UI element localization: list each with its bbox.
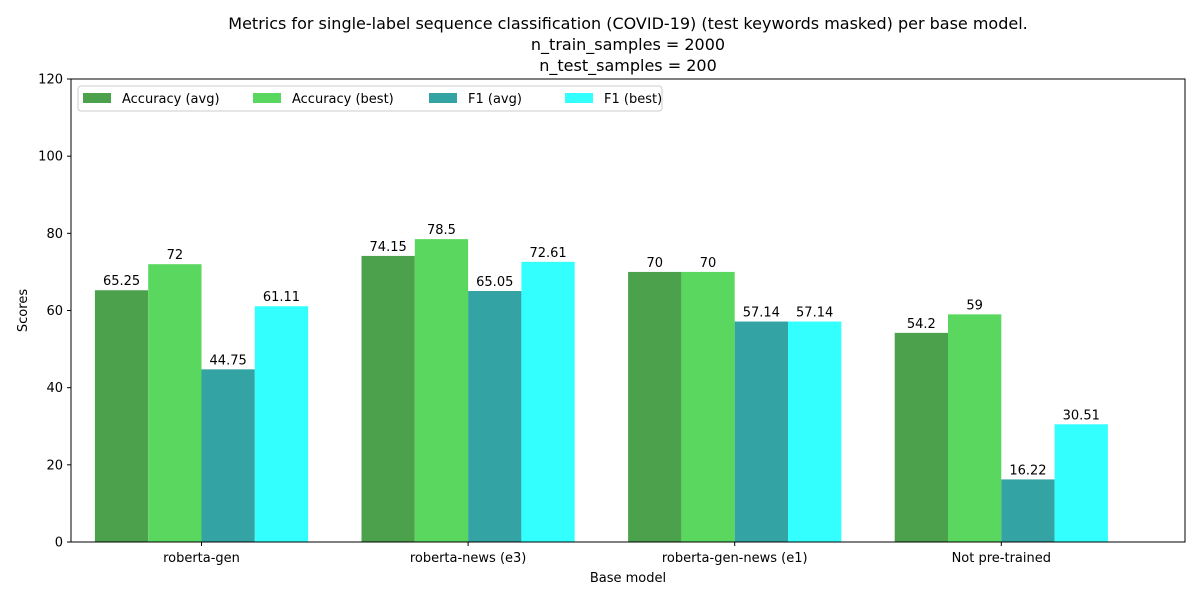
x-tick-label: Not pre-trained xyxy=(952,551,1051,566)
y-tick-label: 20 xyxy=(46,458,63,473)
legend-label: F1 (best) xyxy=(604,92,662,107)
bar-value-label: 30.51 xyxy=(1063,408,1100,423)
bar-accuracy-best xyxy=(948,314,1002,542)
bar-f1-best xyxy=(254,306,309,542)
legend-label: Accuracy (best) xyxy=(292,92,394,107)
bar-value-label: 59 xyxy=(966,298,983,313)
x-axis-label: Base model xyxy=(590,571,666,586)
bar-value-label: 16.22 xyxy=(1009,463,1046,478)
y-tick-label: 0 xyxy=(55,536,63,551)
legend: Accuracy (avg) Accuracy (best) F1 (avg) F1 … xyxy=(77,85,663,112)
bar-f1-best xyxy=(788,321,842,542)
bar-accuracy-avg xyxy=(361,255,415,542)
bar-value-label: 65.25 xyxy=(103,274,140,289)
bar-accuracy-avg xyxy=(94,290,149,542)
bar-value-label: 65.05 xyxy=(476,275,513,290)
y-tick-label: 60 xyxy=(46,304,63,319)
bar-f1-avg xyxy=(1001,479,1055,542)
bar-value-label: 72.61 xyxy=(529,246,566,261)
bar-value-label: 54.2 xyxy=(907,317,936,332)
x-tick-label: roberta-gen xyxy=(163,551,240,566)
bar-f1-avg xyxy=(734,321,788,542)
bar-accuracy-avg xyxy=(894,332,948,542)
bar-value-label: 72 xyxy=(167,248,184,263)
legend-swatch xyxy=(429,93,457,103)
chart-title-line: n_train_samples = 2000 xyxy=(531,35,725,55)
x-tick-label: roberta-news (e3) xyxy=(410,551,527,566)
y-tick-label: 40 xyxy=(46,381,63,396)
legend-swatch xyxy=(83,93,111,103)
plot-frame xyxy=(70,78,1186,543)
x-tick-label: roberta-gen-news (e1) xyxy=(662,551,808,566)
bar-value-label: 57.14 xyxy=(796,306,833,321)
bar-accuracy-best xyxy=(148,264,202,542)
y-tick-label: 120 xyxy=(38,73,63,88)
bar-value-label: 57.14 xyxy=(743,306,780,321)
bar-value-label: 70 xyxy=(646,256,663,271)
legend-swatch xyxy=(565,93,593,103)
bar-accuracy-best xyxy=(681,271,735,542)
chart-title: Metrics for single-label sequence classi… xyxy=(228,14,1027,76)
y-tick-label: 100 xyxy=(38,150,63,165)
x-axis: roberta-gen roberta-news (e3) roberta-gen-… xyxy=(163,542,1051,566)
legend-swatch xyxy=(253,93,281,103)
y-axis-label: Scores xyxy=(16,289,31,332)
bar-f1-avg xyxy=(201,369,255,542)
bar-value-label: 44.75 xyxy=(210,353,247,368)
legend-label: F1 (avg) xyxy=(468,92,522,107)
legend-label: Accuracy (avg) xyxy=(122,92,220,107)
bar-value-label: 74.15 xyxy=(370,240,407,255)
bar-accuracy-best xyxy=(414,239,469,542)
bar-f1-avg xyxy=(468,291,522,542)
bar-f1-best xyxy=(521,261,575,542)
bar-value-label: 78.5 xyxy=(427,223,456,238)
bar-f1-best xyxy=(1054,424,1108,542)
chart-title-line: Metrics for single-label sequence classi… xyxy=(228,14,1027,33)
bar-value-label: 70 xyxy=(700,256,717,271)
y-axis: 0 20 40 60 80 100 120 xyxy=(38,73,71,551)
bar-value-labels: 65.25 72 44.75 61.11 74.15 78.5 65.05 72.61 70 70… xyxy=(103,223,1100,478)
chart-title-line: n_test_samples = 200 xyxy=(539,56,717,76)
y-tick-label: 80 xyxy=(46,227,63,242)
bars xyxy=(94,239,1108,542)
bar-value-label: 61.11 xyxy=(263,290,300,305)
legend-box xyxy=(77,85,663,112)
bar-accuracy-avg xyxy=(628,271,682,542)
